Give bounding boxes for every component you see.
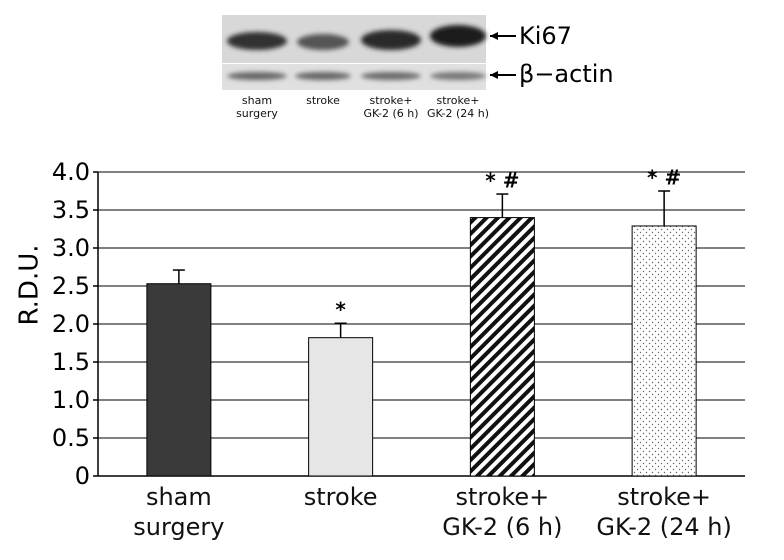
x-tick-label: sham surgery	[133, 483, 225, 541]
y-axis-label: R.D.U.	[15, 245, 45, 326]
bar	[146, 283, 212, 477]
y-tick-label: 0	[75, 462, 90, 490]
y-tick-label: 3.5	[52, 196, 90, 224]
x-tick-label: stroke+ GK-2 (6 h)	[442, 483, 563, 541]
significance-mark: * #	[485, 169, 519, 193]
significance-mark: * #	[647, 166, 681, 190]
y-tick-label: 4.0	[52, 158, 90, 186]
y-tick-label: 2.5	[52, 272, 90, 300]
lane-label: stroke	[306, 94, 340, 107]
y-tick-label: 3.0	[52, 234, 90, 262]
y-tick-label: 1.5	[52, 348, 90, 376]
significance-mark: *	[335, 298, 346, 322]
bar	[469, 217, 535, 477]
x-tick-label: stroke	[303, 483, 378, 511]
x-tick-label: stroke+ GK-2 (24 h)	[596, 483, 732, 541]
lane-label: stroke+ GK-2 (6 h)	[363, 94, 419, 120]
lane-label: stroke+ GK-2 (24 h)	[426, 94, 490, 120]
band-label: β−actin	[519, 60, 614, 88]
band-label: Ki67	[519, 22, 572, 50]
y-tick-label: 1.0	[52, 386, 90, 414]
western-blot: Ki67 β−actin	[222, 15, 614, 90]
y-tick-label: 2.0	[52, 310, 90, 338]
bar	[308, 337, 374, 477]
bar	[631, 225, 697, 477]
lane-label: sham surgery	[236, 94, 278, 120]
y-tick-label: 0.5	[52, 424, 90, 452]
